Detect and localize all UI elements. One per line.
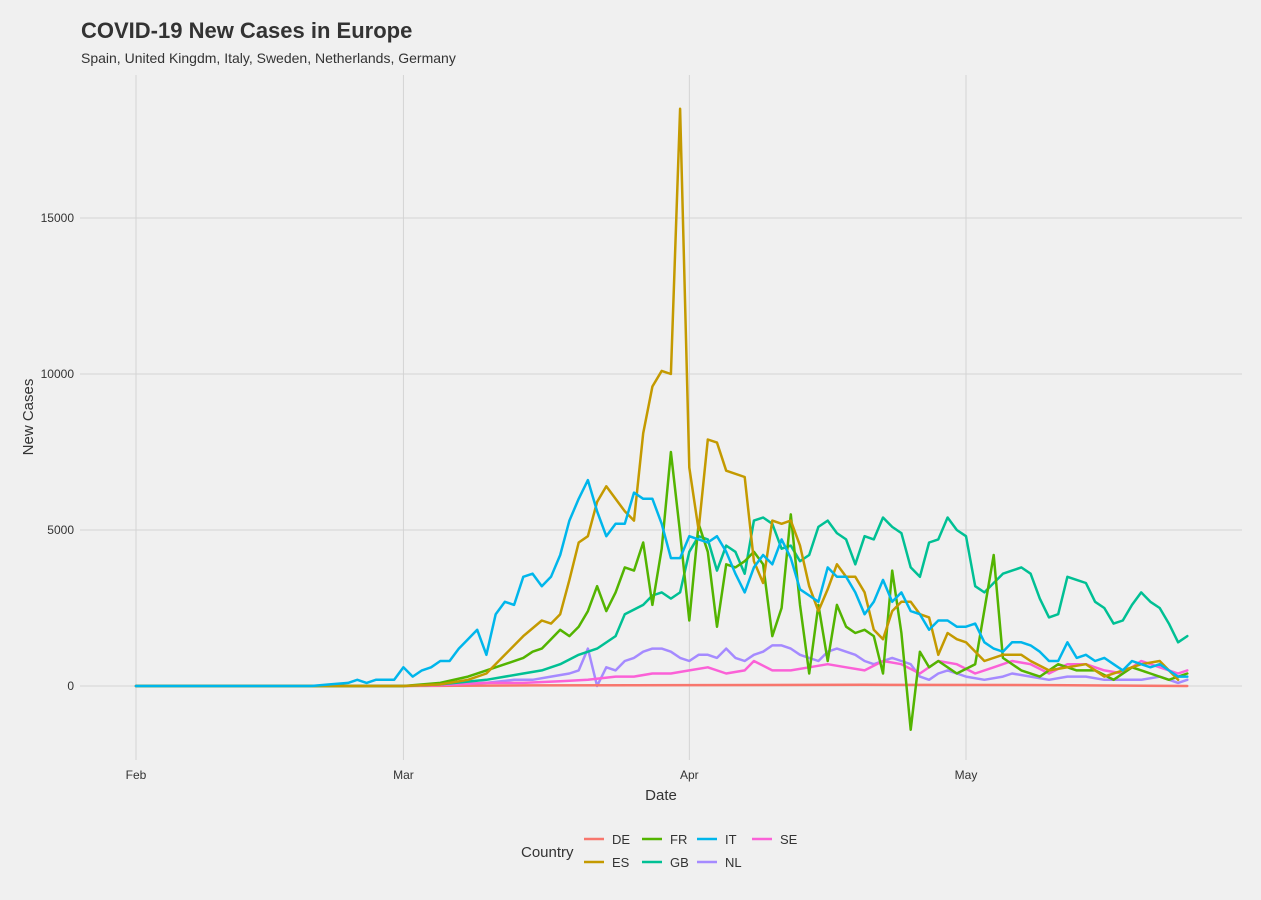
y-tick-label: 5000 bbox=[47, 523, 74, 537]
y-axis-title: New Cases bbox=[20, 379, 37, 456]
series-line-se bbox=[134, 659, 1189, 688]
legend-item-es: ES bbox=[584, 855, 630, 870]
legend-label: FR bbox=[670, 832, 687, 847]
legend-item-nl: NL bbox=[697, 855, 742, 870]
legend-item-gb: GB bbox=[642, 855, 689, 870]
legend-items: DE ES FR GB IT NL SE bbox=[584, 832, 798, 870]
legend-label: IT bbox=[725, 832, 737, 847]
series-line-it bbox=[134, 478, 1189, 688]
x-axis-ticks: Feb Mar Apr May bbox=[126, 768, 978, 782]
legend-item-fr: FR bbox=[642, 832, 687, 847]
x-tick-label: Mar bbox=[393, 768, 414, 782]
x-tick-label: May bbox=[955, 768, 978, 782]
legend-item-it: IT bbox=[697, 832, 737, 847]
chart-title: COVID-19 New Cases in Europe bbox=[81, 18, 412, 43]
series-line-es bbox=[134, 107, 1180, 688]
y-axis-ticks: 0 5000 10000 15000 bbox=[41, 211, 75, 693]
y-tick-label: 0 bbox=[67, 679, 74, 693]
legend-label: SE bbox=[780, 832, 798, 847]
x-tick-label: Apr bbox=[680, 768, 699, 782]
series-line-gb bbox=[134, 516, 1189, 688]
legend-item-se: SE bbox=[752, 832, 798, 847]
series-line-nl bbox=[134, 644, 1189, 688]
legend-label: DE bbox=[612, 832, 630, 847]
x-tick-label: Feb bbox=[126, 768, 147, 782]
legend-label: NL bbox=[725, 855, 742, 870]
legend-title: Country bbox=[521, 844, 574, 861]
chart-subtitle: Spain, United Kingdm, Italy, Sweden, Net… bbox=[81, 50, 456, 66]
legend-label: GB bbox=[670, 855, 689, 870]
legend: Country DE ES FR GB IT NL SE bbox=[521, 832, 798, 870]
series-line-fr bbox=[134, 450, 1189, 731]
legend-label: ES bbox=[612, 855, 630, 870]
series-lines bbox=[134, 107, 1189, 731]
legend-item-de: DE bbox=[584, 832, 630, 847]
y-tick-label: 15000 bbox=[41, 211, 75, 225]
x-axis-title: Date bbox=[645, 787, 677, 804]
y-tick-label: 10000 bbox=[41, 367, 75, 381]
